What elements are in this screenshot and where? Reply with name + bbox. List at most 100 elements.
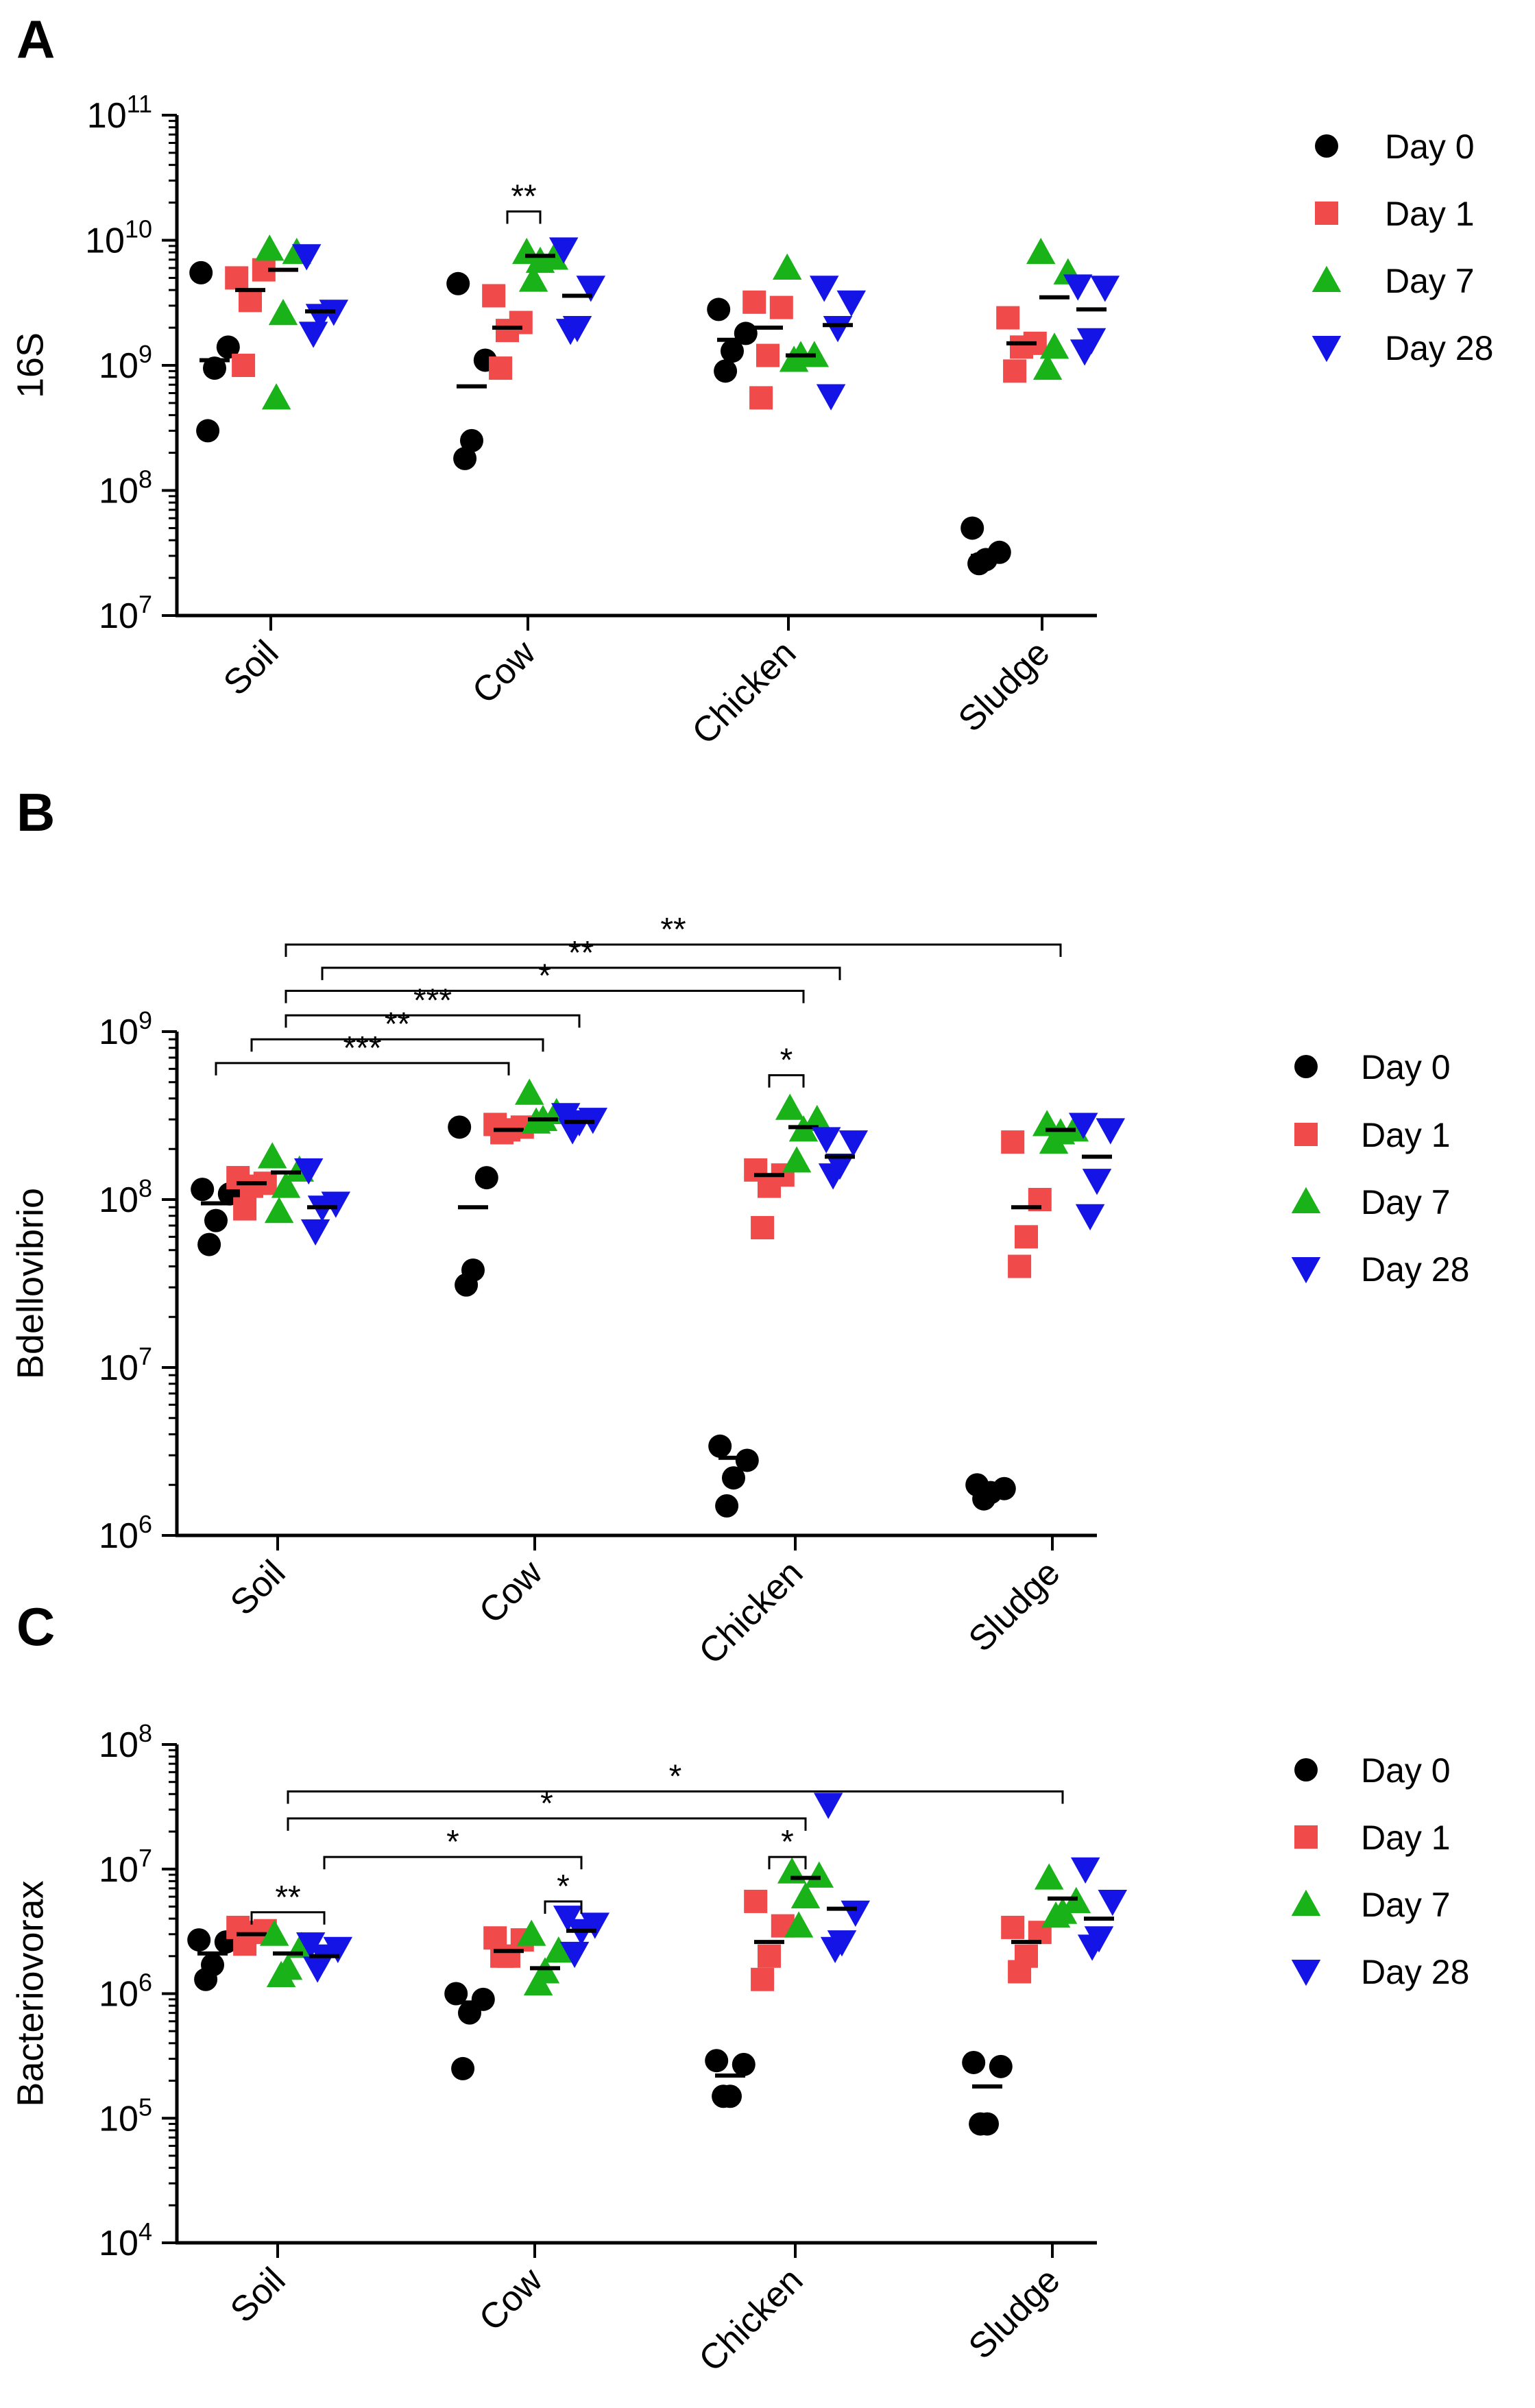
data-point xyxy=(1015,1225,1038,1249)
data-point xyxy=(1034,1863,1064,1890)
data-point xyxy=(772,253,802,280)
x-tick-label-chicken: Chicken xyxy=(692,1553,811,1672)
data-point xyxy=(232,354,256,377)
data-point xyxy=(989,2054,1013,2078)
data-point xyxy=(553,1906,583,1932)
y-tick-label: 108 xyxy=(99,1719,152,1765)
data-point xyxy=(818,1163,848,1190)
data-point xyxy=(271,1171,301,1198)
data-point xyxy=(1026,237,1056,265)
data-point xyxy=(708,1434,732,1458)
data-point xyxy=(257,1142,287,1169)
data-point xyxy=(1008,1960,1032,1984)
y-tick-label: 1010 xyxy=(85,215,152,261)
legend-label-day-7: Day 7 xyxy=(1361,1886,1451,1924)
y-axis-label: Bacteriovorax xyxy=(10,1880,51,2106)
y-tick-label: 107 xyxy=(99,1342,152,1388)
data-point xyxy=(444,1982,468,2006)
data-point xyxy=(804,1861,834,1888)
legend-label-day-1: Day 1 xyxy=(1385,195,1475,233)
significance-bracket xyxy=(287,1790,1064,1804)
data-point xyxy=(1096,1118,1126,1145)
significance-label: * xyxy=(557,1869,570,1905)
data-point xyxy=(1070,1857,1100,1884)
data-point xyxy=(293,1158,324,1185)
x-tick-label-sludge: Sludge xyxy=(951,633,1058,740)
data-point xyxy=(187,1928,211,1952)
data-point xyxy=(784,1911,814,1938)
panel-b-chart: 106 107 108 109 Bdellovibrio Soil Cow Chicken Sl… xyxy=(10,912,1469,1672)
data-point xyxy=(960,516,984,540)
data-point xyxy=(455,1273,479,1297)
data-point xyxy=(1003,359,1027,383)
data-point xyxy=(196,419,220,443)
panel-a-chart: 107 108 109 1010 1011 16S Soil Cow Chicken Sludge… xyxy=(10,90,1493,752)
data-point xyxy=(446,271,470,295)
legend-marker-day-28 xyxy=(1291,1257,1321,1284)
data-point xyxy=(261,383,291,410)
data-point xyxy=(1098,1889,1128,1917)
data-point xyxy=(735,1448,759,1472)
significance-bracket xyxy=(285,989,805,1004)
data-point xyxy=(1077,1934,1107,1961)
significance-label: * xyxy=(538,958,551,994)
data-point xyxy=(460,428,483,452)
data-point xyxy=(811,1127,841,1154)
legend-label-day-7: Day 7 xyxy=(1361,1183,1451,1221)
data-point xyxy=(742,290,766,314)
data-point xyxy=(490,1944,514,1968)
data-point xyxy=(769,295,793,319)
data-point xyxy=(714,359,738,383)
data-point xyxy=(189,260,213,284)
x-tick-label-cow: Cow xyxy=(465,633,544,712)
data-point xyxy=(489,356,513,380)
data-point xyxy=(996,306,1020,330)
data-point xyxy=(525,246,555,273)
data-point xyxy=(559,1941,590,1969)
data-point xyxy=(1001,1915,1025,1939)
significance-bracket xyxy=(287,1817,807,1831)
data-point xyxy=(749,386,773,410)
data-point xyxy=(482,284,506,308)
significance-label: * xyxy=(540,1786,553,1822)
data-point xyxy=(1068,1112,1098,1139)
data-point xyxy=(751,1216,775,1240)
data-point xyxy=(823,316,853,343)
y-tick-label: 108 xyxy=(99,465,152,511)
significance-bracket xyxy=(544,1900,583,1914)
data-point xyxy=(240,1174,263,1198)
significance-bracket xyxy=(321,966,841,980)
data-point xyxy=(779,345,809,372)
x-tick-label-soil: Soil xyxy=(223,2260,293,2330)
data-point xyxy=(225,266,249,290)
data-point xyxy=(300,1219,330,1246)
data-point xyxy=(233,1197,257,1221)
data-point xyxy=(203,356,226,380)
data-point xyxy=(707,297,731,321)
significance-label: ** xyxy=(275,1880,300,1916)
data-point xyxy=(712,2084,736,2108)
legend-label-day-1: Day 1 xyxy=(1361,1116,1451,1154)
y-tick-label: 109 xyxy=(99,1006,152,1052)
significance-label: * xyxy=(780,1043,793,1079)
legend-label-day-28: Day 28 xyxy=(1361,1953,1469,1991)
significance-label: ** xyxy=(660,912,686,948)
data-point xyxy=(813,1792,843,1819)
y-axis-label: 16S xyxy=(10,332,51,398)
legend-label-day-0: Day 0 xyxy=(1385,127,1475,166)
data-point xyxy=(259,1919,289,1946)
data-point xyxy=(496,319,519,343)
data-point xyxy=(1039,1127,1069,1154)
data-point xyxy=(790,1882,821,1909)
data-point xyxy=(458,2001,481,2025)
data-point xyxy=(1039,332,1069,359)
data-point xyxy=(216,335,240,359)
data-point xyxy=(751,1967,775,1991)
data-point xyxy=(197,1232,221,1256)
data-point xyxy=(841,1900,871,1927)
data-point xyxy=(1075,1204,1105,1230)
legend-marker-day-1 xyxy=(1294,1825,1318,1849)
legend-marker-day-28 xyxy=(1291,1960,1321,1986)
significance-label: *** xyxy=(343,1030,381,1067)
